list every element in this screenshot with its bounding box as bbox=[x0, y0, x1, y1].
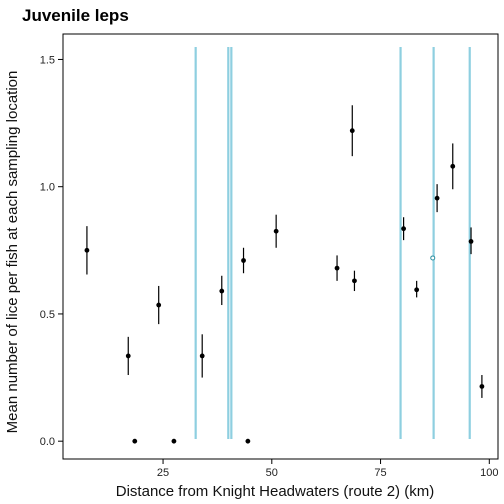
data-point-16 bbox=[450, 163, 456, 169]
y-tick-label-1: 0.5 bbox=[40, 309, 55, 321]
data-points bbox=[84, 128, 485, 444]
data-point-1 bbox=[125, 353, 131, 359]
error-bars bbox=[86, 105, 483, 398]
data-point-6 bbox=[219, 288, 225, 294]
y-axis-label: Mean number of lice per fish at each sam… bbox=[4, 71, 21, 434]
x-axis-ticks: 25 50 75 100 bbox=[157, 459, 498, 479]
data-point-14 bbox=[414, 287, 420, 293]
plot-frame bbox=[62, 33, 499, 460]
x-axis-label: Distance from Knight Headwaters (route 2… bbox=[116, 483, 434, 500]
data-point-7 bbox=[241, 258, 246, 263]
data-point-17 bbox=[468, 239, 474, 244]
data-point-0 bbox=[84, 247, 90, 253]
reference-lines bbox=[194, 47, 471, 439]
data-point-15 bbox=[434, 195, 440, 201]
data-point-2 bbox=[132, 438, 138, 444]
chart-title: Juvenile leps bbox=[22, 6, 129, 25]
x-tick-label-2: 75 bbox=[374, 467, 386, 479]
data-point-4 bbox=[171, 438, 177, 444]
y-tick-label-0: 0.0 bbox=[40, 436, 55, 448]
x-tick-label-3: 100 bbox=[480, 467, 498, 479]
data-point-12 bbox=[352, 278, 357, 284]
data-point-5 bbox=[199, 353, 205, 359]
y-tick-label-2: 1.0 bbox=[40, 182, 55, 194]
data-point-10 bbox=[334, 265, 340, 271]
data-point-11 bbox=[349, 128, 355, 134]
data-point-3 bbox=[156, 302, 162, 308]
data-point-9 bbox=[273, 228, 279, 234]
open-point-0 bbox=[430, 255, 436, 261]
y-tick-label-3: 1.5 bbox=[40, 54, 55, 66]
y-axis-ticks: 0.0 0.5 1.0 1.5 bbox=[40, 54, 63, 448]
data-point-8 bbox=[245, 438, 251, 444]
data-point-18 bbox=[479, 384, 485, 389]
x-tick-label-0: 25 bbox=[157, 467, 169, 479]
x-tick-label-1: 50 bbox=[266, 467, 278, 479]
data-point-13 bbox=[401, 226, 407, 232]
